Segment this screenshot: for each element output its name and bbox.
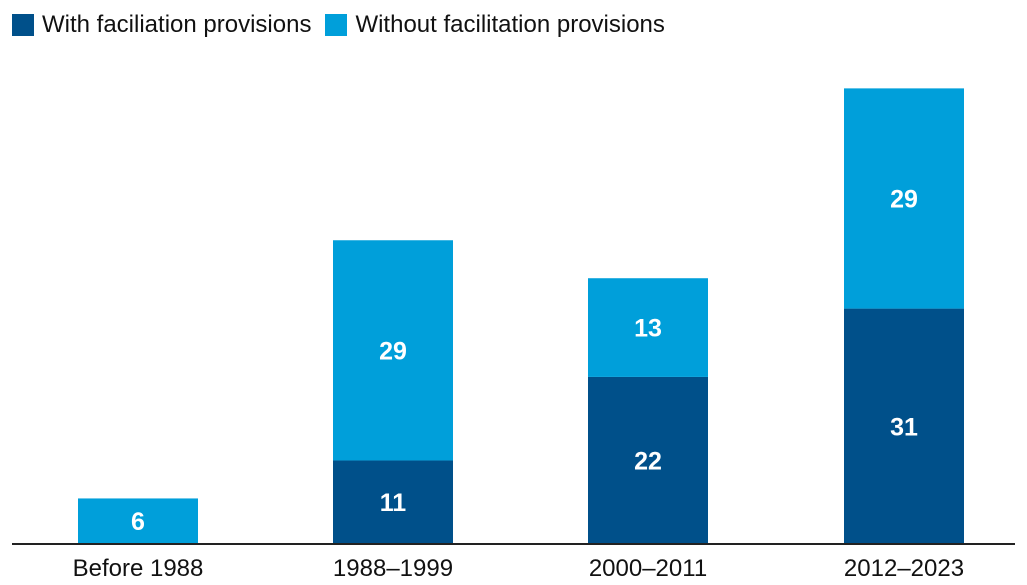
data-label-2012-2023-with: 31	[890, 413, 918, 441]
data-label-2012-2023-without: 29	[890, 185, 918, 213]
data-label-1988-1999-with: 11	[380, 489, 407, 517]
bar-2000-2011-without	[588, 278, 708, 377]
x-tick-label-2000-2011: 2000–2011	[589, 555, 707, 582]
x-tick-label-1988-1999: 1988–1999	[333, 555, 453, 582]
data-label-1988-1999-without: 29	[379, 337, 407, 365]
x-tick-labels-group: Before 1988 1988–1999 2000–2011 2012–2023	[73, 555, 964, 582]
data-label-2000-2011-without: 13	[634, 315, 662, 343]
bar-1988-1999-with	[333, 460, 453, 544]
legend-label-with: With faciliation provisions	[42, 11, 312, 38]
legend: With faciliation provisions Without faci…	[12, 10, 679, 40]
legend-swatch-with	[12, 14, 34, 36]
bars-group	[78, 88, 964, 544]
data-label-before-1988-without: 6	[131, 508, 145, 536]
legend-label-without: Without facilitation provisions	[355, 11, 665, 38]
bar-2012-2023-without	[844, 88, 964, 309]
legend-item-with: With faciliation provisions	[12, 11, 311, 39]
data-label-2000-2011-with: 22	[634, 447, 662, 475]
x-tick-label-2012-2023: 2012–2023	[844, 555, 964, 582]
legend-item-without: Without facilitation provisions	[325, 11, 665, 39]
x-tick-label-before-1988: Before 1988	[73, 555, 204, 582]
bar-2012-2023-with	[844, 308, 964, 544]
bar-before-1988-without	[78, 498, 198, 544]
bar-2000-2011-with	[588, 376, 708, 544]
bar-1988-1999-without	[333, 240, 453, 461]
value-labels-group: 6 11 29 22 13 31 29	[131, 185, 918, 536]
legend-swatch-without	[325, 14, 348, 36]
